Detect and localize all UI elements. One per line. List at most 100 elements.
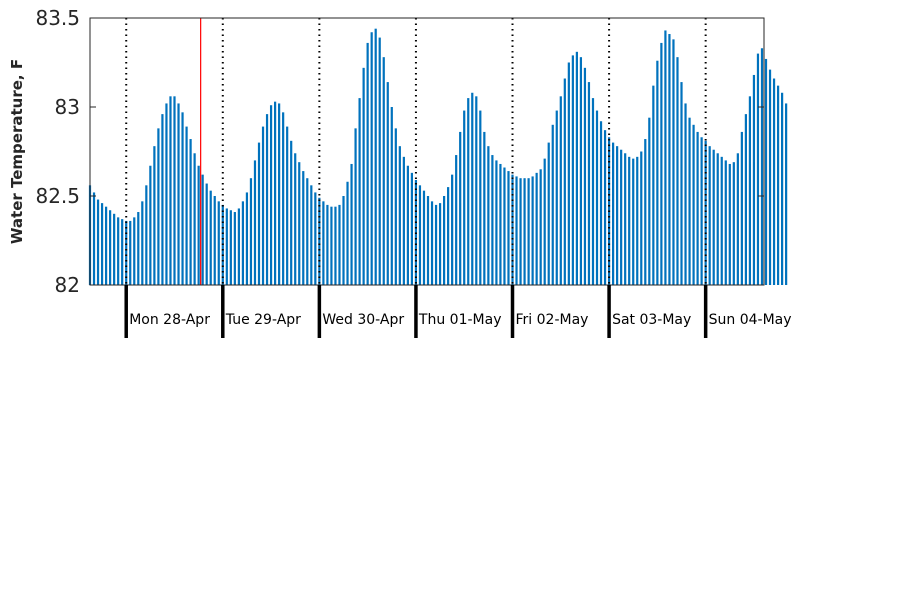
bar — [483, 131, 486, 285]
bar — [680, 82, 683, 285]
bar — [117, 217, 120, 285]
bar — [624, 153, 627, 285]
bar — [286, 126, 289, 285]
day-label: Mon 28-Apr — [129, 312, 210, 328]
bar — [491, 155, 494, 285]
bar — [547, 142, 550, 285]
bar — [366, 42, 369, 285]
bar — [523, 178, 526, 285]
bar — [587, 82, 591, 285]
bar — [543, 158, 546, 285]
bar — [684, 103, 687, 285]
bar — [370, 32, 373, 285]
bar — [442, 196, 446, 285]
bar — [310, 185, 313, 285]
day-label: Tue 29-Apr — [225, 312, 301, 328]
bar — [390, 107, 393, 285]
bar — [575, 51, 578, 285]
bar — [676, 57, 679, 285]
y-tick-label: 83 — [55, 95, 80, 119]
bar — [225, 208, 228, 285]
bar — [583, 67, 587, 285]
plot-frame — [89, 17, 765, 286]
bar — [539, 169, 542, 285]
bar — [459, 131, 462, 285]
bar — [306, 178, 309, 285]
bar — [656, 60, 659, 285]
bar — [527, 178, 530, 285]
bar — [282, 112, 285, 285]
bar — [507, 171, 510, 285]
bar — [422, 190, 426, 285]
bar — [121, 219, 124, 285]
bar — [193, 153, 196, 285]
bar — [386, 82, 389, 285]
bar — [728, 163, 731, 285]
bar — [326, 204, 329, 285]
bar — [233, 212, 236, 285]
bar — [201, 174, 204, 285]
bar — [467, 98, 470, 285]
bar — [165, 103, 168, 285]
bar — [129, 220, 132, 285]
bar — [410, 172, 414, 285]
bar — [668, 34, 671, 285]
bar — [781, 92, 784, 285]
bar — [133, 217, 136, 285]
bar — [511, 174, 514, 285]
bar — [100, 203, 104, 285]
bar — [571, 55, 574, 285]
bar — [181, 112, 184, 285]
bar — [205, 183, 208, 285]
bar — [640, 151, 643, 285]
bar — [330, 206, 333, 285]
bar — [229, 210, 232, 285]
bar — [515, 176, 518, 285]
bar — [471, 92, 474, 285]
bar — [189, 139, 192, 285]
bar — [350, 163, 353, 285]
bar — [261, 126, 265, 285]
bar — [688, 117, 691, 286]
bar — [648, 117, 651, 286]
bar — [153, 146, 156, 285]
bar — [169, 96, 172, 285]
y-axis-label: Water Temperature, F — [8, 59, 26, 244]
bar — [269, 105, 273, 285]
bar — [632, 158, 635, 285]
bar — [620, 149, 623, 285]
bar — [463, 110, 466, 285]
bar — [161, 114, 164, 286]
bar — [756, 53, 760, 285]
bar — [692, 124, 695, 285]
bar — [302, 171, 305, 285]
bar — [708, 146, 711, 285]
day-label: Wed 30-Apr — [322, 312, 404, 328]
bar — [455, 155, 458, 285]
bar — [636, 156, 639, 285]
bar — [318, 197, 321, 285]
bar — [672, 39, 675, 285]
bar — [402, 156, 405, 285]
bar — [278, 103, 281, 285]
bar — [346, 181, 349, 285]
bar — [652, 85, 655, 285]
bar — [334, 206, 337, 285]
bar — [342, 196, 345, 285]
y-tick-label: 83.5 — [35, 6, 80, 30]
bar — [414, 179, 418, 285]
bar — [563, 78, 566, 286]
bar — [173, 96, 176, 285]
bar — [447, 187, 450, 285]
bar — [125, 220, 128, 285]
bar — [137, 212, 140, 285]
bar — [149, 165, 152, 285]
bar — [298, 162, 301, 285]
bar — [185, 126, 188, 285]
bar — [555, 110, 558, 285]
bar — [591, 98, 595, 285]
bar — [599, 121, 603, 286]
bar — [487, 146, 490, 285]
bar — [418, 185, 422, 285]
